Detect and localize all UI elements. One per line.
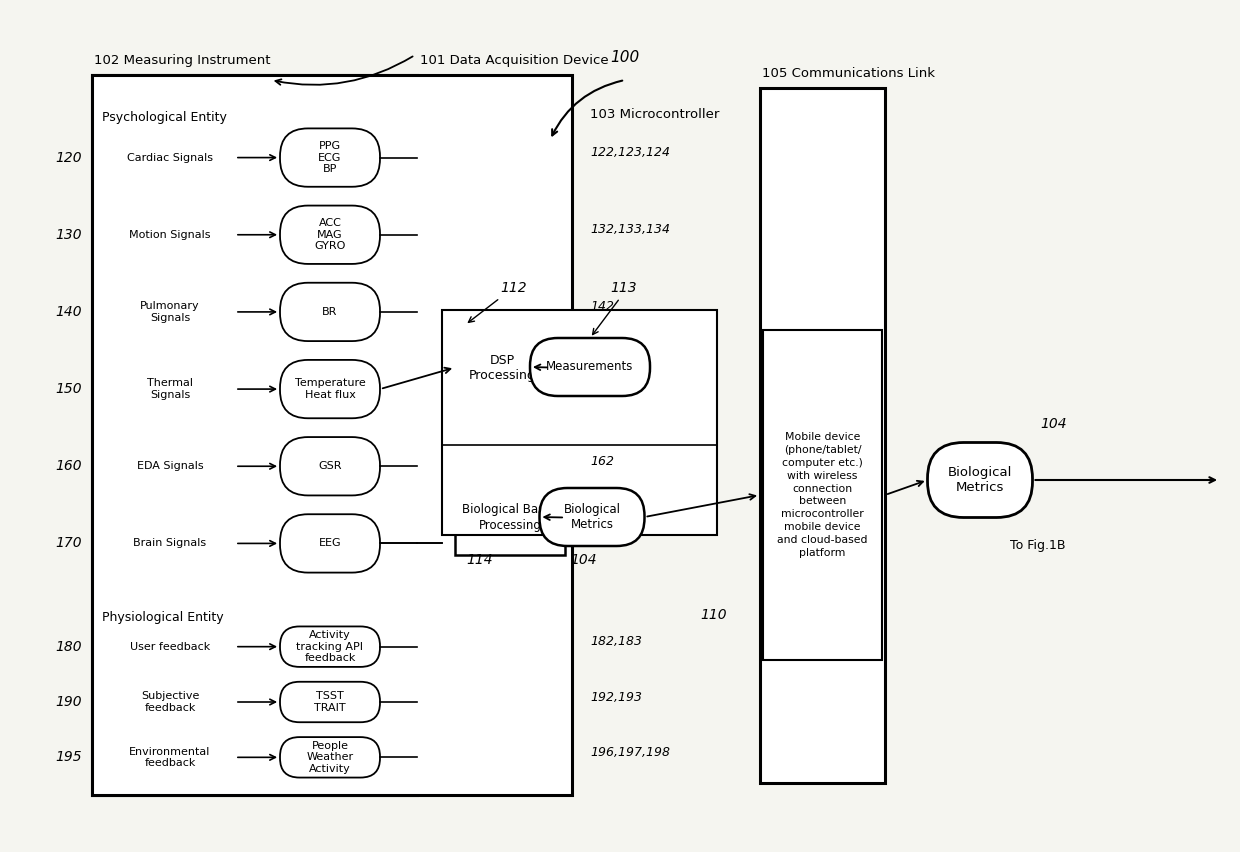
Bar	[760, 88, 885, 783]
Text: 104: 104	[570, 553, 596, 567]
Text: 103 Microcontroller: 103 Microcontroller	[590, 108, 719, 122]
Text: PPG
ECG
BP: PPG ECG BP	[319, 141, 342, 174]
Bar	[105, 622, 236, 671]
Bar	[105, 276, 236, 348]
Bar	[92, 75, 417, 795]
Text: 114: 114	[466, 553, 492, 567]
Text: 120: 120	[56, 151, 82, 164]
FancyBboxPatch shape	[280, 626, 379, 667]
Text: Biological Based
Processing: Biological Based Processing	[461, 504, 558, 532]
Text: Brain Signals: Brain Signals	[134, 538, 207, 549]
Text: TSST
TRAIT: TSST TRAIT	[314, 691, 346, 713]
Bar	[105, 199, 236, 270]
FancyBboxPatch shape	[539, 488, 645, 546]
Text: 160: 160	[56, 459, 82, 473]
Bar	[105, 122, 236, 193]
Text: 104: 104	[1040, 417, 1068, 431]
Text: 112: 112	[500, 281, 527, 295]
Text: 170: 170	[56, 537, 82, 550]
Bar	[455, 325, 551, 410]
Text: Subjective
feedback: Subjective feedback	[141, 691, 200, 713]
Text: Physiological Entity: Physiological Entity	[102, 611, 223, 624]
Bar	[95, 597, 413, 790]
Text: Biological
Metrics: Biological Metrics	[563, 503, 620, 531]
Text: EDA Signals: EDA Signals	[136, 461, 203, 471]
Bar	[105, 354, 236, 424]
Text: Mobile device
(phone/tablet/
computer etc.)
with wireless
connection
between
mic: Mobile device (phone/tablet/ computer et…	[777, 433, 868, 557]
Text: 113: 113	[610, 281, 636, 295]
Text: Thermal
Signals: Thermal Signals	[148, 378, 193, 400]
FancyBboxPatch shape	[280, 682, 379, 722]
Bar	[105, 430, 236, 502]
Text: Biological
Metrics: Biological Metrics	[947, 466, 1012, 494]
Text: Cardiac Signals: Cardiac Signals	[126, 153, 213, 163]
Text: 132,133,134: 132,133,134	[590, 223, 670, 236]
Text: User feedback: User feedback	[130, 642, 210, 652]
FancyBboxPatch shape	[280, 437, 379, 495]
Bar	[92, 75, 572, 795]
FancyBboxPatch shape	[280, 737, 379, 778]
Bar	[105, 677, 236, 727]
Text: 110: 110	[701, 608, 727, 622]
Text: Temperature
Heat flux: Temperature Heat flux	[295, 378, 366, 400]
Text: 122,123,124: 122,123,124	[590, 146, 670, 159]
Text: 142: 142	[590, 301, 614, 314]
Bar	[105, 733, 236, 782]
FancyBboxPatch shape	[280, 515, 379, 573]
Text: 195: 195	[56, 751, 82, 764]
Text: Environmental
feedback: Environmental feedback	[129, 746, 211, 769]
Text: 100: 100	[610, 50, 640, 66]
Text: BR: BR	[322, 307, 337, 317]
FancyBboxPatch shape	[529, 338, 650, 396]
Text: 105 Communications Link: 105 Communications Link	[763, 67, 935, 80]
Text: 180: 180	[56, 640, 82, 653]
Text: DSP
Processing: DSP Processing	[469, 354, 536, 382]
Text: 150: 150	[56, 382, 82, 396]
Text: 182,183: 182,183	[590, 636, 642, 648]
Text: Psychological Entity: Psychological Entity	[102, 111, 227, 124]
Text: 192,193: 192,193	[590, 690, 642, 704]
Text: Pulmonary
Signals: Pulmonary Signals	[140, 301, 200, 323]
Text: 172: 172	[590, 532, 614, 545]
FancyBboxPatch shape	[280, 129, 379, 187]
Bar	[455, 480, 565, 555]
Text: To Fig.1B: To Fig.1B	[1011, 538, 1065, 551]
FancyBboxPatch shape	[280, 283, 379, 341]
FancyBboxPatch shape	[928, 442, 1033, 517]
Text: 140: 140	[56, 305, 82, 319]
Text: Measurements: Measurements	[547, 360, 634, 373]
FancyBboxPatch shape	[280, 360, 379, 418]
Text: Activity
tracking API
feedback: Activity tracking API feedback	[296, 630, 363, 663]
Text: 102 Measuring Instrument: 102 Measuring Instrument	[94, 54, 270, 67]
Bar	[95, 97, 413, 587]
Text: 101 Data Acquisition Device: 101 Data Acquisition Device	[420, 54, 609, 67]
Text: GSR: GSR	[319, 461, 342, 471]
Text: People
Weather
Activity: People Weather Activity	[306, 740, 353, 774]
Text: 196,197,198: 196,197,198	[590, 746, 670, 759]
Text: EEG: EEG	[319, 538, 341, 549]
Bar	[441, 310, 717, 535]
Text: Motion Signals: Motion Signals	[129, 230, 211, 239]
Text: 152,153: 152,153	[590, 377, 642, 390]
Text: ACC
MAG
GYRO: ACC MAG GYRO	[314, 218, 346, 251]
Bar	[105, 508, 236, 579]
Text: 130: 130	[56, 227, 82, 242]
Text: 162: 162	[590, 455, 614, 468]
Text: 190: 190	[56, 695, 82, 709]
FancyBboxPatch shape	[280, 205, 379, 264]
Bar	[763, 330, 882, 660]
